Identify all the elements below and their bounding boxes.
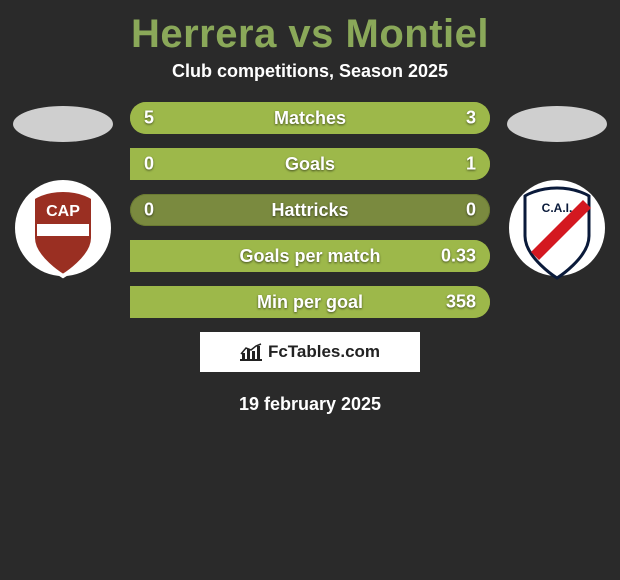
right-player-avatar xyxy=(507,106,607,142)
chart-icon xyxy=(240,343,262,361)
left-crest-initials: CAP xyxy=(46,203,80,220)
stat-bar-goals: 0 Goals 1 xyxy=(130,148,490,180)
bar-label: Min per goal xyxy=(130,292,490,313)
subtitle: Club competitions, Season 2025 xyxy=(0,61,620,102)
left-player-col: CAP xyxy=(8,102,118,288)
right-crest-initials: C.A.I. xyxy=(542,201,573,215)
branding-badge: FcTables.com xyxy=(200,332,420,372)
bar-label: Goals xyxy=(130,154,490,175)
date-text: 19 february 2025 xyxy=(0,394,620,415)
right-team-crest: C.A.I. xyxy=(507,178,607,288)
right-player-col: C.A.I. xyxy=(502,102,612,288)
left-team-crest: CAP xyxy=(13,178,113,288)
comparison-row: CAP 5 Matches 3 0 Goals 1 xyxy=(0,102,620,318)
stat-bars: 5 Matches 3 0 Goals 1 0 Hattricks 0 xyxy=(118,102,502,318)
branding-text: FcTables.com xyxy=(268,342,380,362)
bar-label: Hattricks xyxy=(130,200,490,221)
stat-bar-min-per-goal: Min per goal 358 xyxy=(130,286,490,318)
stat-bar-goals-per-match: Goals per match 0.33 xyxy=(130,240,490,272)
page-title: Herrera vs Montiel xyxy=(0,0,620,61)
stat-bar-hattricks: 0 Hattricks 0 xyxy=(130,194,490,226)
bar-label: Goals per match xyxy=(130,246,490,267)
left-player-avatar xyxy=(13,106,113,142)
bar-label: Matches xyxy=(130,108,490,129)
stat-bar-matches: 5 Matches 3 xyxy=(130,102,490,134)
